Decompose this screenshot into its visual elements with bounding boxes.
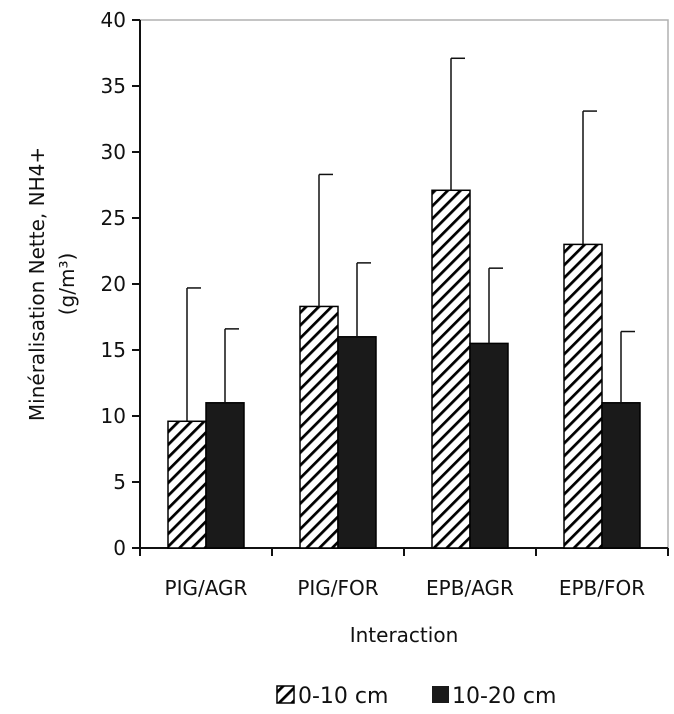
- x-tick-label: PIG/FOR: [297, 576, 378, 600]
- y-tick-label: 15: [101, 338, 126, 362]
- legend-swatch-10-20cm: [432, 686, 449, 703]
- bar-0-10cm: [431, 189, 471, 549]
- y-tick-label: 5: [113, 470, 126, 494]
- bar-0-10cm: [299, 305, 339, 549]
- x-tick-label: EPB/FOR: [559, 576, 645, 600]
- x-tick-label: EPB/AGR: [426, 576, 514, 600]
- x-tick-label: PIG/AGR: [165, 576, 248, 600]
- legend: 0-10 cm 10-20 cm: [276, 684, 556, 709]
- y-axis-title: Minéralisation Nette, NH4+: [25, 147, 49, 421]
- bar-10-20cm: [337, 336, 377, 549]
- legend-swatch-0-10cm: [276, 685, 295, 704]
- bar-0-10cm: [167, 420, 207, 549]
- bar-10-20cm: [205, 402, 245, 549]
- y-tick-label: 35: [101, 74, 126, 98]
- y-tick-label: 25: [101, 206, 126, 230]
- y-tick-label: 30: [101, 140, 126, 164]
- bars-group: [167, 189, 641, 549]
- y-tick-label: 20: [101, 272, 126, 296]
- x-axis-ticks: PIG/AGR PIG/FOR EPB/AGR EPB/FOR: [139, 548, 669, 600]
- error-bars-group: [186, 57, 635, 422]
- y-axis-ticks: 0 5 10 15 20 25 30 35 40: [101, 8, 140, 560]
- x-axis-title: Interaction: [350, 623, 459, 647]
- legend-label-10-20cm: 10-20 cm: [452, 684, 556, 709]
- y-tick-label: 10: [101, 404, 126, 428]
- y-tick-label: 0: [113, 536, 126, 560]
- bar-0-10cm: [563, 243, 603, 549]
- y-tick-label: 40: [101, 8, 126, 32]
- bar-10-20cm: [469, 342, 509, 549]
- legend-label-0-10cm: 0-10 cm: [298, 684, 388, 709]
- y-axis-title-units: (g/m³): [55, 253, 79, 316]
- bar-10-20cm: [601, 402, 641, 549]
